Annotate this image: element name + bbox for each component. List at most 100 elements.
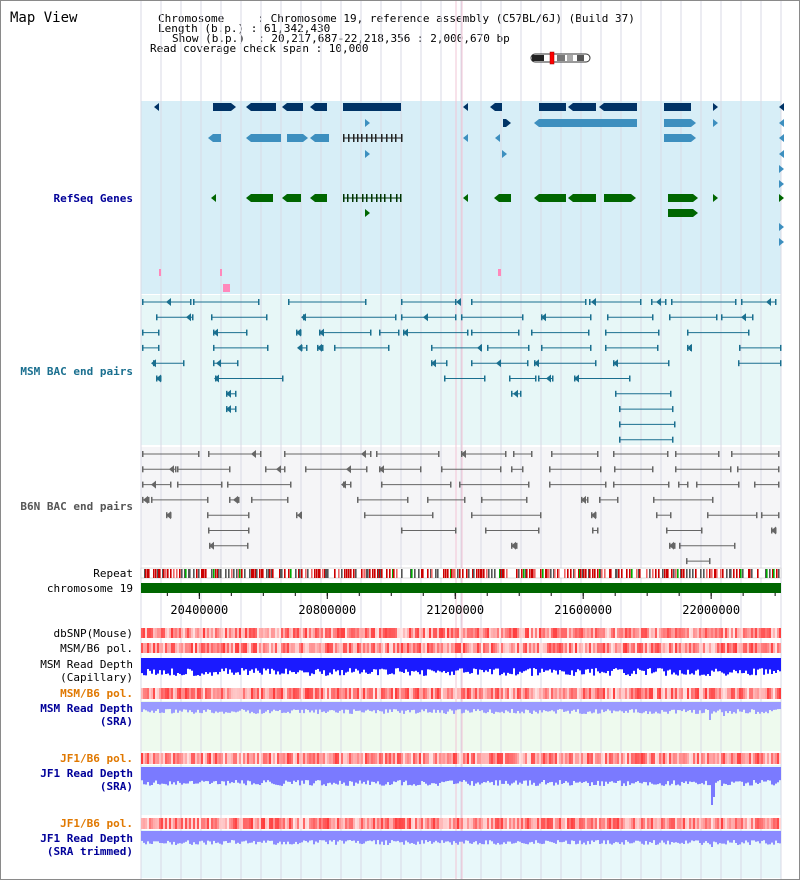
jf1-trimmed-depth-bar — [155, 831, 157, 842]
msm-capillary-depth-bar — [165, 658, 167, 674]
msm-b6-pol-1-heatmap-cell — [243, 643, 245, 653]
msm-sra-depth-bar — [201, 702, 203, 714]
jf1-trimmed-depth-bar — [611, 831, 613, 845]
msm-capillary-depth-bar — [153, 658, 155, 670]
dbsnp-heatmap-cell — [641, 628, 643, 638]
msm-b6-pol-2-heatmap-cell — [305, 688, 307, 699]
msm-b6-pol-1-heatmap-cell — [441, 643, 443, 653]
repeat-element — [521, 569, 523, 578]
repeat-element — [163, 569, 165, 578]
jf1-b6-pol-2-heatmap-cell — [543, 818, 545, 829]
gene-marker — [779, 103, 784, 111]
track-label-jf1-b6-pol-2[interactable]: JF1/B6 pol. — [60, 817, 133, 830]
dbsnp-heatmap-cell — [653, 628, 655, 638]
msm-bac-pair-end — [388, 344, 390, 351]
msm-b6-pol-2-heatmap-cell — [711, 688, 713, 699]
msm-capillary-depth-bar — [519, 658, 521, 672]
track-label-refseq-genes[interactable]: RefSeq Genes — [53, 192, 133, 205]
msm-b6-pol-2-heatmap-cell — [331, 688, 333, 699]
jf1-trimmed-depth-bar — [407, 831, 409, 843]
jf1-b6-pol-2-heatmap-cell — [691, 818, 693, 829]
msm-sra-depth-bar — [225, 702, 227, 713]
msm-b6-pol-2-heatmap-cell — [367, 688, 369, 699]
b6n-bac-pair-marker — [233, 495, 238, 504]
msm-sra-depth-bar — [533, 702, 535, 711]
dbsnp-heatmap-cell — [739, 628, 741, 638]
jf1-trimmed-depth-bar — [217, 831, 219, 843]
dbsnp-heatmap-cell — [551, 628, 553, 638]
msm-sra-depth-bar — [557, 702, 559, 710]
repeat-element — [720, 569, 722, 578]
jf1-b6-pol-2-heatmap-cell — [577, 818, 579, 829]
msm-capillary-depth-bar — [545, 658, 547, 671]
repeat-element — [165, 569, 167, 578]
msm-capillary-depth-bar — [513, 658, 515, 669]
b6n-bac-pair-end — [284, 466, 286, 473]
msm-b6-pol-1-heatmap-cell — [327, 643, 329, 653]
track-label-msm-bac-end-pairs[interactable]: MSM BAC end pairs — [20, 365, 133, 378]
track-label-jf1-b6-pol-1[interactable]: JF1/B6 pol. — [60, 752, 133, 765]
track-label-b6n-bac-end-pairs[interactable]: B6N BAC end pairs — [20, 500, 133, 513]
repeat-element — [450, 569, 452, 578]
msm-bac-end-pairs-features — [142, 298, 782, 443]
msm-bac-pair-marker — [226, 405, 231, 414]
jf1-b6-pol-1-heatmap-cell — [325, 753, 327, 764]
msm-sra-depth-bar — [641, 702, 643, 714]
track-label-msm-b6-pol-1[interactable]: MSM/B6 pol. — [60, 642, 133, 655]
dbsnp-heatmap-cell — [165, 628, 167, 638]
dbsnp-heatmap-cell — [777, 628, 779, 638]
b6n-bac-pair-end — [516, 542, 518, 549]
repeat-element — [305, 569, 307, 578]
jf1-b6-pol-1-heatmap-cell — [467, 753, 469, 764]
msm-b6-pol-1-heatmap-cell — [397, 643, 399, 653]
msm-sra-depth-bar — [481, 702, 483, 711]
jf1-b6-pol-2-heatmap-cell — [681, 818, 683, 829]
msm-capillary-depth-bar — [765, 658, 767, 670]
msm-sra-depth-bar — [751, 702, 753, 710]
jf1-sra-depth-bar — [643, 767, 645, 782]
msm-capillary-depth-bar — [371, 658, 373, 672]
msm-b6-pol-1-heatmap-cell — [171, 643, 173, 653]
jf1-b6-pol-1-heatmap-cell — [525, 753, 527, 764]
msm-bac-pair-marker — [301, 313, 306, 322]
jf1-sra-depth-bar — [699, 767, 701, 784]
jf1-trimmed-depth-bar — [273, 831, 275, 845]
msm-b6-pol-2-heatmap-cell — [705, 688, 707, 699]
msm-b6-pol-2-heatmap-cell — [433, 688, 435, 699]
jf1-b6-pol-2-heatmap-cell — [657, 818, 659, 829]
msm-capillary-depth-bar — [379, 658, 381, 670]
msm-b6-pol-2-heatmap-cell — [417, 688, 419, 699]
msm-capillary-depth-bar — [483, 658, 485, 673]
msm-b6-pol-2-heatmap-cell — [297, 688, 299, 699]
msm-b6-pol-1-heatmap-cell — [779, 643, 781, 653]
jf1-trimmed-depth-bar — [299, 831, 301, 843]
b6n-bac-pair-end — [709, 558, 711, 565]
track-label-repeat[interactable]: Repeat — [93, 567, 133, 580]
gene-exon — [381, 134, 383, 142]
track-label-jf1-read-depth-trimmed[interactable]: JF1 Read Depth — [40, 832, 133, 845]
jf1-b6-pol-1-heatmap-cell — [769, 753, 771, 764]
msm-b6-pol-2-heatmap-cell — [605, 688, 607, 699]
msm-b6-pol-1-heatmap-cell — [773, 643, 775, 653]
jf1-b6-pol-1-heatmap-cell — [511, 753, 513, 764]
jf1-trimmed-depth-bar — [639, 831, 641, 842]
msm-capillary-depth-bar — [329, 658, 331, 673]
track-label-msm-read-depth-capillary[interactable]: MSM Read Depth — [40, 658, 133, 671]
dbsnp-heatmap-cell — [363, 628, 365, 638]
track-label-dbsnp-mouse[interactable]: dbSNP(Mouse) — [53, 627, 133, 640]
jf1-sra-depth-bar — [735, 767, 737, 782]
jf1-b6-pol-1-heatmap-cell — [221, 753, 223, 764]
jf1-sra-depth-bar — [591, 767, 593, 783]
dbsnp-heatmap-cell — [531, 628, 533, 638]
track-label-msm-b6-pol-2[interactable]: MSM/B6 pol. — [60, 687, 133, 700]
msm-capillary-depth-bar — [143, 658, 145, 676]
track-label-msm-sra-suffix: (SRA) — [99, 715, 133, 728]
jf1-trimmed-depth-bar — [195, 831, 197, 845]
jf1-b6-pol-2-heatmap-cell — [233, 818, 235, 829]
jf1-b6-pol-2-heatmap-cell — [147, 818, 149, 829]
msm-capillary-depth-bar — [487, 658, 489, 672]
track-label-jf1-read-depth-sra[interactable]: JF1 Read Depth — [40, 767, 133, 780]
track-label-msm-read-depth-sra[interactable]: MSM Read Depth — [40, 702, 133, 715]
msm-bac-pair-end — [446, 360, 448, 367]
